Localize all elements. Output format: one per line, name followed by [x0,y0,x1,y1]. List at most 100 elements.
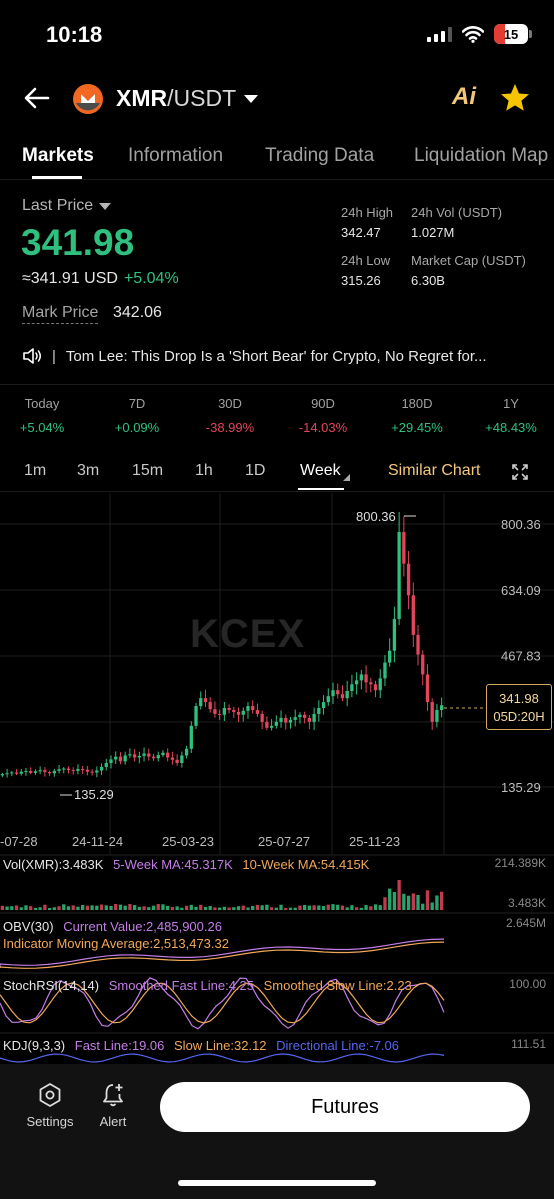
candle-body [5,773,9,775]
volume-bar [217,907,222,910]
candle-body [406,563,411,596]
volume-bar [388,888,392,910]
back-arrow-icon[interactable] [20,81,54,115]
volume-bar [317,905,321,910]
candle-body [128,754,132,756]
active-tab-indicator [32,176,82,179]
status-bar: 10:18 15 [0,0,554,70]
period-5: 1Y +48.43% [476,396,546,435]
candle-body [232,710,236,712]
interval-1m[interactable]: 1m [24,462,47,479]
volume-bar [274,907,278,910]
volume-bar [180,907,184,910]
stoch-fast: Smoothed Fast Line:4.25 [108,978,254,993]
mark-price-label[interactable]: Mark Price [22,304,99,324]
volume-bar [123,905,127,910]
tab-trading-data[interactable]: Trading Data [265,145,375,166]
similar-chart-button[interactable]: Similar Chart [388,462,481,479]
candle-body [227,708,231,711]
kdj-slow: Slow Line:32.12 [174,1038,267,1053]
candle-body [435,710,439,722]
volume-bar [345,907,349,910]
volume-bar [5,906,9,910]
period-value: -38.99% [205,420,255,435]
interval-15m[interactable]: 15m [132,462,164,479]
candle-body [373,684,378,691]
volume-bar [364,905,368,910]
candle-body [52,770,56,774]
candle-body [194,706,198,726]
candle-body [425,674,430,703]
candle-body [217,713,222,715]
candle-body [340,694,345,699]
volume-bar [161,904,165,910]
volume-bar [350,905,354,910]
volume-bar [76,906,80,910]
tab-information[interactable]: Information [128,145,224,166]
volume-bar [29,906,33,910]
y-tick-label: 135.29 [501,780,541,795]
stoch-slow: Smoothed Slow Line:2.23 [263,978,412,993]
speaker-icon [23,348,41,364]
volume-bar [104,905,108,910]
fullscreen-icon[interactable] [511,463,529,481]
interval-1h[interactable]: 1h [195,462,213,479]
trading-pair-selector[interactable]: XMR /USDT [116,85,259,112]
candle-body [29,770,33,773]
kdj-indicator-label[interactable]: KDJ(9,3,3) Fast Line:19.06 Slow Line:32.… [3,1038,399,1053]
volume-bar [359,907,363,910]
status-time: 10:18 [46,22,103,47]
tab-liquidation-map[interactable]: Liquidation Map [414,145,549,166]
volume-bar [416,894,420,910]
news-ticker[interactable]: | Tom Lee: This Drop Is a 'Short Bear' f… [22,343,542,369]
candle-body [392,619,397,651]
current-price-label: 341.98 [499,691,539,706]
candle-body [383,662,387,679]
last-price-selector[interactable]: Last Price [22,197,112,215]
candle-body [180,755,184,763]
kdj-directional: Directional Line:-7.06 [276,1038,400,1053]
obv-indicator-label[interactable]: OBV(30) Current Value:2,485,900.26 [3,919,222,934]
volume-bar [71,905,75,910]
interval-week[interactable]: Week [300,462,341,479]
volume-bar [10,906,14,910]
volume-bar [142,906,146,910]
period-label: 30D [218,396,242,411]
period-value: -14.03% [298,420,348,435]
volume-bar [38,907,42,910]
tab-markets[interactable]: Markets [22,145,94,166]
interval-1d[interactable]: 1D [245,462,266,479]
price-chart[interactable]: 800.36 634.09 467.83 135.29 -07-28 24-11-24 25… [0,493,554,1063]
candle-body [350,684,354,692]
volume-bar [43,904,47,910]
candle-body [388,650,392,663]
wifi-icon [462,25,484,43]
volume-bar [33,907,38,910]
candle-body [293,717,297,720]
volume-indicator-label[interactable]: Vol(XMR):3.483K 5-Week MA:45.317K 10-Wee… [3,857,369,872]
stochrsi-indicator-label[interactable]: StochRSI(14,14) Smoothed Fast Line:4.25 … [3,978,412,993]
interval-3m[interactable]: 3m [77,462,100,479]
stat-label: Market Cap (USDT) [411,253,526,268]
x-tick-label: 24-11-24 [72,834,123,849]
candle-body [151,756,156,759]
x-tick-label: 25-07-27 [258,834,310,849]
ai-assistant-icon[interactable]: Ai [452,83,476,110]
settings-button[interactable]: Settings [20,1082,80,1129]
caret-down-icon [244,94,259,103]
favorite-star-icon[interactable] [498,81,532,115]
candle-body [236,711,241,715]
volume-bar [14,905,19,910]
candle-body [90,771,94,773]
candle-body [222,708,227,715]
stoch-name: StochRSI(14,14) [3,978,100,993]
futures-button[interactable]: Futures [160,1082,530,1132]
candle-body [354,680,359,685]
monero-logo-icon [73,84,103,114]
obv-axis-top: 2.645M [505,916,546,930]
volume-bar [435,895,439,910]
candle-body [81,768,85,770]
candle-body [397,532,401,620]
alert-button[interactable]: Alert [83,1082,143,1129]
candle-body [66,768,71,771]
